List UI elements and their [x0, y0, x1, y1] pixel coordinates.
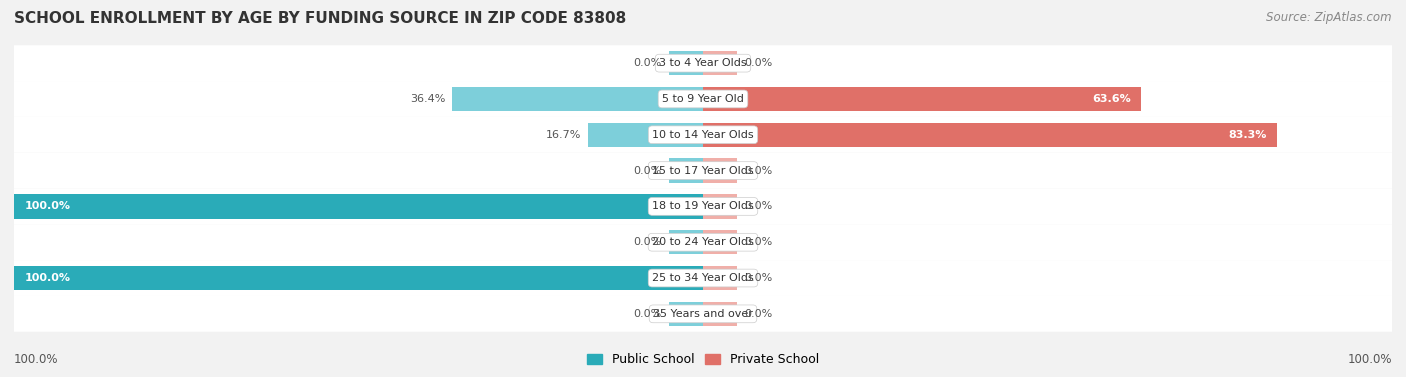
Text: 3 to 4 Year Olds: 3 to 4 Year Olds — [659, 58, 747, 68]
Text: 20 to 24 Year Olds: 20 to 24 Year Olds — [652, 237, 754, 247]
Text: 100.0%: 100.0% — [14, 353, 59, 366]
Text: 0.0%: 0.0% — [744, 201, 772, 211]
Text: 0.0%: 0.0% — [744, 309, 772, 319]
Bar — [703, 302, 738, 326]
Bar — [669, 230, 703, 254]
Text: 35 Years and over: 35 Years and over — [652, 309, 754, 319]
FancyBboxPatch shape — [14, 153, 1392, 188]
Bar — [703, 123, 1277, 147]
Bar — [669, 158, 703, 183]
Bar — [14, 266, 703, 290]
Text: SCHOOL ENROLLMENT BY AGE BY FUNDING SOURCE IN ZIP CODE 83808: SCHOOL ENROLLMENT BY AGE BY FUNDING SOUR… — [14, 11, 626, 26]
Text: 0.0%: 0.0% — [744, 58, 772, 68]
FancyBboxPatch shape — [14, 45, 1392, 81]
Text: 0.0%: 0.0% — [634, 237, 662, 247]
FancyBboxPatch shape — [14, 188, 1392, 224]
Text: 100.0%: 100.0% — [1347, 353, 1392, 366]
Text: 10 to 14 Year Olds: 10 to 14 Year Olds — [652, 130, 754, 140]
Text: 16.7%: 16.7% — [546, 130, 581, 140]
Bar — [669, 302, 703, 326]
Text: 25 to 34 Year Olds: 25 to 34 Year Olds — [652, 273, 754, 283]
Bar — [703, 266, 738, 290]
Text: Source: ZipAtlas.com: Source: ZipAtlas.com — [1267, 11, 1392, 24]
Text: 5 to 9 Year Old: 5 to 9 Year Old — [662, 94, 744, 104]
Bar — [703, 87, 1142, 111]
Bar — [703, 51, 738, 75]
Text: 63.6%: 63.6% — [1092, 94, 1130, 104]
Bar — [703, 158, 738, 183]
Text: 0.0%: 0.0% — [634, 166, 662, 176]
Bar — [14, 194, 703, 219]
Text: 100.0%: 100.0% — [24, 273, 70, 283]
Bar — [453, 87, 703, 111]
Text: 100.0%: 100.0% — [24, 201, 70, 211]
Bar — [703, 230, 738, 254]
Text: 83.3%: 83.3% — [1229, 130, 1267, 140]
Text: 0.0%: 0.0% — [634, 58, 662, 68]
Bar — [669, 51, 703, 75]
Text: 36.4%: 36.4% — [411, 94, 446, 104]
FancyBboxPatch shape — [14, 224, 1392, 260]
Text: 0.0%: 0.0% — [744, 273, 772, 283]
FancyBboxPatch shape — [14, 117, 1392, 153]
Text: 15 to 17 Year Olds: 15 to 17 Year Olds — [652, 166, 754, 176]
FancyBboxPatch shape — [14, 296, 1392, 332]
FancyBboxPatch shape — [14, 81, 1392, 117]
Legend: Public School, Private School: Public School, Private School — [582, 348, 824, 371]
Bar — [588, 123, 703, 147]
Bar — [703, 194, 738, 219]
FancyBboxPatch shape — [14, 260, 1392, 296]
Text: 0.0%: 0.0% — [744, 237, 772, 247]
Text: 0.0%: 0.0% — [744, 166, 772, 176]
Text: 18 to 19 Year Olds: 18 to 19 Year Olds — [652, 201, 754, 211]
Text: 0.0%: 0.0% — [634, 309, 662, 319]
